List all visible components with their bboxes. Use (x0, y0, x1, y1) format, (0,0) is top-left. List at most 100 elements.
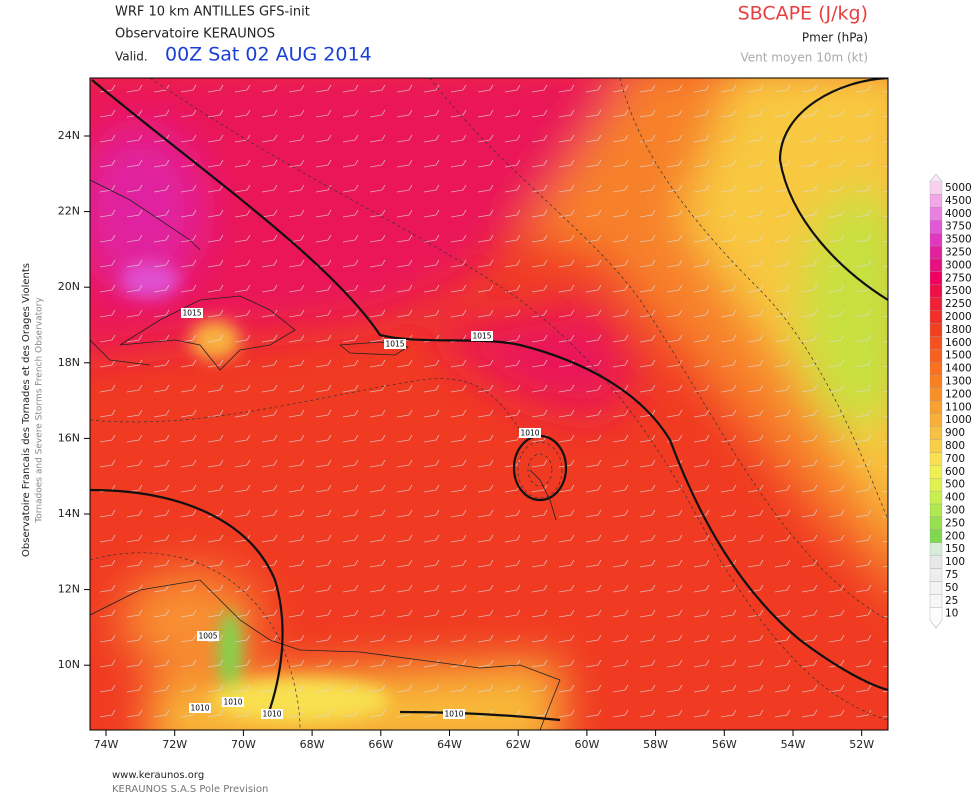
wind-barb (747, 109, 764, 118)
wind-barb (207, 184, 224, 193)
wind-barb (558, 559, 575, 568)
wind-barb (882, 615, 888, 618)
wind-barb (585, 584, 602, 593)
wind-barb (585, 309, 602, 318)
colorbar-swatch (929, 349, 943, 363)
field-title: SBCAPE (J/kg) (738, 3, 868, 25)
colorbar-label: 1800 (945, 324, 972, 336)
colorbar-swatch (929, 555, 943, 569)
wind-barb (747, 709, 764, 718)
wind-barb (855, 434, 872, 443)
colorbar-label: 1600 (945, 337, 972, 349)
colorbar-label: 250 (945, 517, 965, 529)
wind-barb (585, 259, 602, 268)
wind-barb (477, 184, 494, 193)
wind-barb (234, 634, 251, 643)
wind-barb (207, 584, 224, 593)
wind-barb (234, 484, 251, 493)
wind-barb (234, 184, 251, 193)
wind-barb (234, 334, 251, 343)
wind-barb (477, 234, 494, 243)
wind-barb (747, 184, 764, 193)
wind-barb (477, 559, 494, 568)
wind-barb (720, 409, 737, 418)
wind-barb (153, 609, 170, 618)
wind-barb (558, 384, 575, 393)
wind-barb (693, 209, 710, 218)
wind-barb (450, 534, 467, 543)
wind-barb (234, 109, 251, 118)
wind-barb (288, 434, 305, 443)
wind-barb (207, 309, 224, 318)
wind-barb (315, 609, 332, 618)
wind-barb (774, 259, 791, 268)
lat-label: 16N (58, 431, 80, 444)
wind-barb (531, 609, 548, 618)
isobar-label: 1010 (262, 710, 281, 719)
wind-barb (477, 284, 494, 293)
wind-barb (882, 90, 888, 93)
wind-barb (855, 634, 872, 643)
wind-barb (207, 559, 224, 568)
wind-barb (774, 709, 791, 718)
wind-barb (558, 234, 575, 243)
wind-barb (153, 159, 170, 168)
colorbar-label: 200 (945, 530, 965, 542)
lon-label: 66W (368, 738, 393, 751)
wind-barb (801, 709, 818, 718)
wind-barb (639, 484, 656, 493)
wind-barb (774, 134, 791, 143)
wind-barb (612, 509, 629, 518)
wind-barb (261, 359, 278, 368)
wind-barb (153, 559, 170, 568)
wind-barb (288, 609, 305, 618)
wind-barb (180, 559, 197, 568)
wind-barb (477, 584, 494, 593)
lat-label: 22N (58, 205, 80, 218)
wind-barb (450, 509, 467, 518)
wind-barb (207, 684, 224, 693)
colorbar-swatch (929, 271, 943, 285)
wind-barb (477, 484, 494, 493)
wind-barb (207, 534, 224, 543)
wind-barb (558, 709, 575, 718)
wind-barb (261, 409, 278, 418)
wind-barb (369, 584, 386, 593)
wind-barb (261, 484, 278, 493)
wind-barb (450, 384, 467, 393)
wind-barb (585, 109, 602, 118)
wind-barb (828, 159, 845, 168)
wind-barb (774, 84, 791, 93)
wind-barb (720, 384, 737, 393)
wind-barb (234, 709, 251, 718)
wind-barb (99, 384, 116, 393)
wind-barb (693, 159, 710, 168)
wind-barb (666, 609, 683, 618)
wind-barb (585, 134, 602, 143)
wind-barb (126, 234, 143, 243)
isobar-label: 1015 (385, 340, 404, 349)
colorbar-swatch (929, 516, 943, 531)
wind-barb (504, 559, 521, 568)
wind-barb (261, 459, 278, 468)
wind-barb (180, 134, 197, 143)
colorbar-label: 300 (945, 505, 965, 517)
wind-barb (396, 659, 413, 668)
wind-barb (855, 134, 872, 143)
wind-barb (261, 559, 278, 568)
wind-barb (558, 634, 575, 643)
wind-barb (828, 609, 845, 618)
wind-barb (342, 284, 359, 293)
wind-barb (720, 609, 737, 618)
wind-barb (423, 559, 440, 568)
wind-barb (207, 509, 224, 518)
wind-barb (774, 609, 791, 618)
wind-barb (369, 434, 386, 443)
wind-barb (288, 534, 305, 543)
wind-barb (774, 284, 791, 293)
wind-barb (234, 409, 251, 418)
wind-barb (207, 259, 224, 268)
wind-barb (180, 484, 197, 493)
wind-barb (639, 634, 656, 643)
wind-barb (153, 709, 170, 718)
